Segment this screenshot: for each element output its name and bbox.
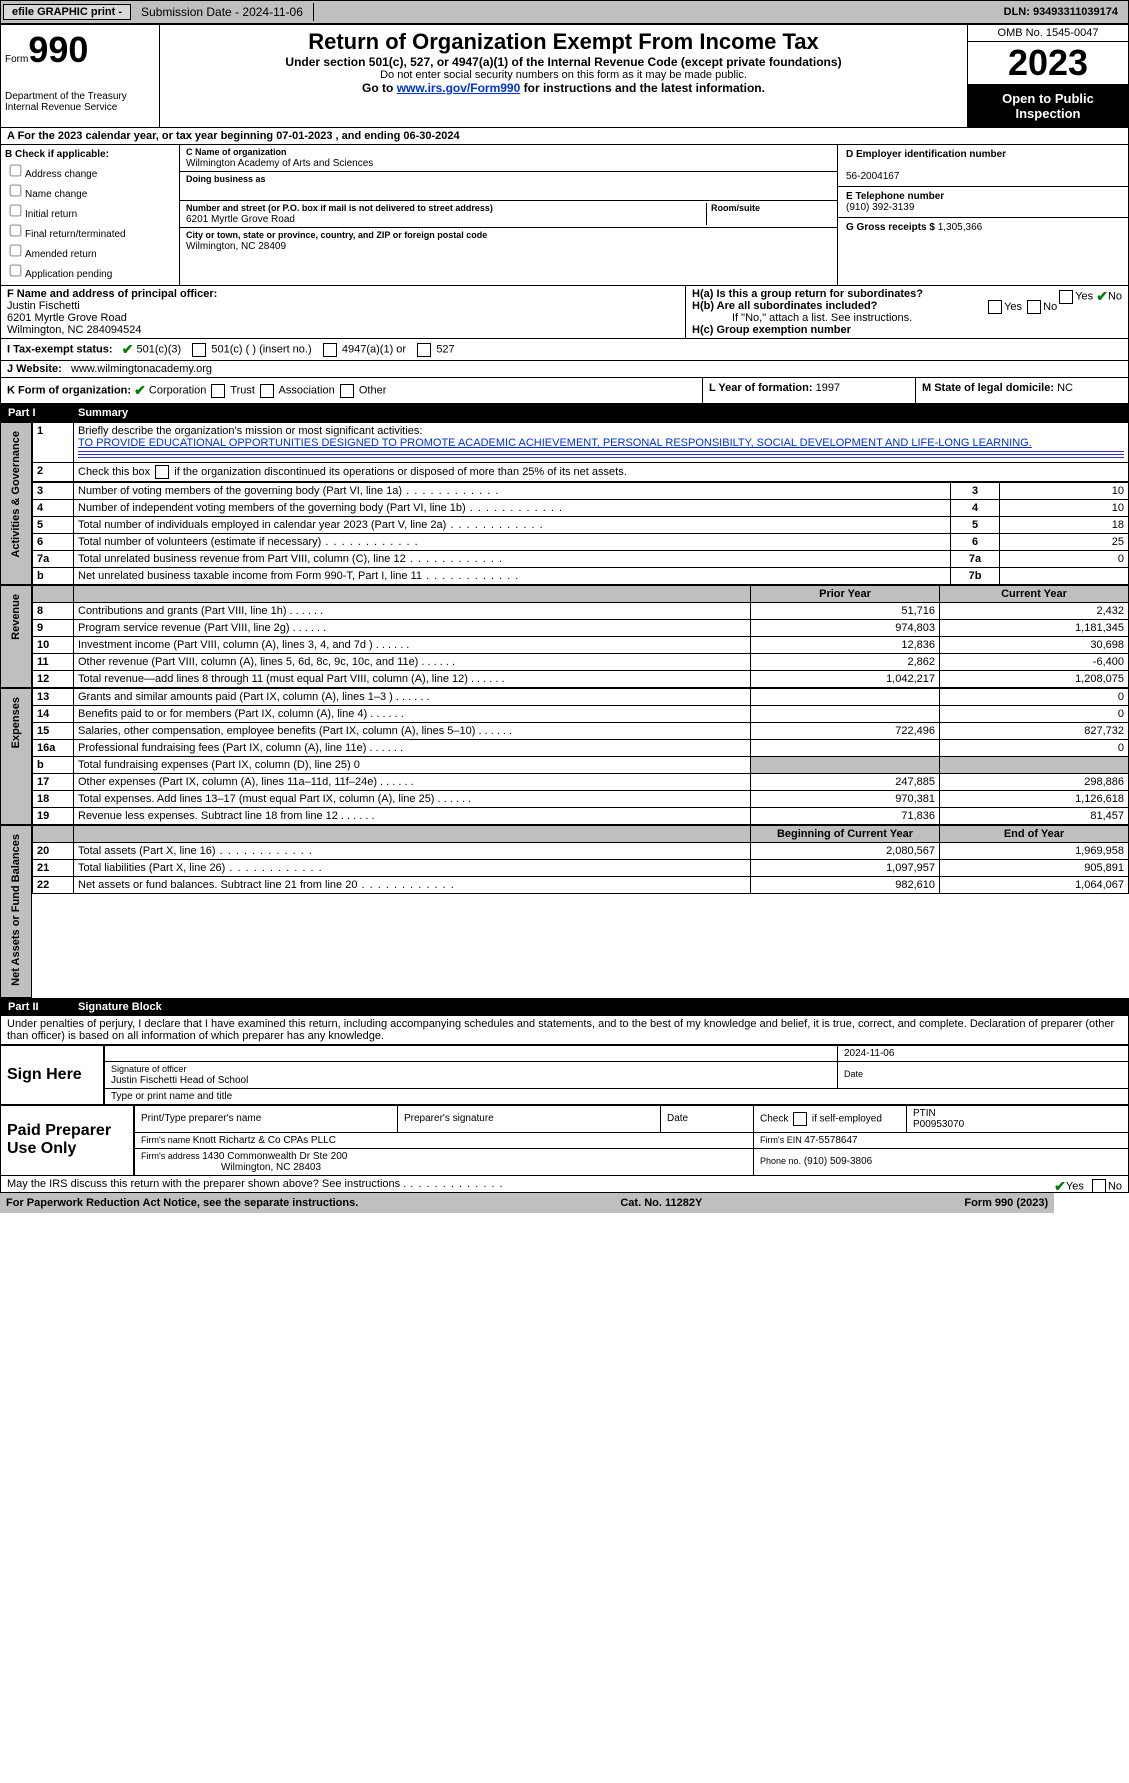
klm-row: K Form of organization: ✔ Corporation Tr… [0, 378, 1129, 404]
hb-no-checkbox[interactable] [1027, 300, 1041, 314]
form-number: 990 [28, 29, 88, 70]
org-name: Wilmington Academy of Arts and Sciences [186, 158, 373, 169]
ein: 56-2004167 [846, 171, 899, 182]
vlabel-gov: Activities & Governance [0, 422, 32, 585]
irs-link[interactable]: www.irs.gov/Form990 [397, 81, 521, 95]
discuss-no-checkbox[interactable] [1092, 1179, 1106, 1193]
ssn-note: Do not enter social security numbers on … [164, 69, 963, 81]
ptin: P00953070 [913, 1119, 964, 1130]
expense-table: 13Grants and similar amounts paid (Part … [32, 688, 1129, 825]
4947-checkbox[interactable] [323, 343, 337, 357]
dept-text: Department of the Treasury Internal Reve… [5, 91, 155, 113]
tax-year: 2023 [968, 42, 1128, 85]
efile-print-button[interactable]: efile GRAPHIC print - [3, 4, 131, 20]
box-c: C Name of organizationWilmington Academy… [180, 145, 838, 285]
ein-label: D Employer identification number [846, 149, 1006, 160]
goto-note: Go to www.irs.gov/Form990 for instructio… [164, 81, 963, 95]
gov-lines: 3Number of voting members of the governi… [32, 482, 1129, 585]
part2-bar: Part IISignature Block [0, 998, 1129, 1016]
footer: For Paperwork Reduction Act Notice, see … [0, 1193, 1054, 1213]
officer-row: F Name and address of principal officer:… [0, 286, 1129, 339]
submission-date: Submission Date - 2024-11-06 [131, 3, 314, 21]
period-line: A For the 2023 calendar year, or tax yea… [0, 128, 1129, 145]
dln: DLN: 93493311039174 [994, 4, 1128, 20]
revenue-table: Prior Year Current Year 8Contributions a… [32, 585, 1129, 688]
hb-yes-checkbox[interactable] [988, 300, 1002, 314]
box-b-checks: B Check if applicable: Address change Na… [1, 145, 180, 285]
paid-prep-label: Paid Preparer Use Only [1, 1105, 135, 1175]
officer-sig-name: Justin Fischetti Head of School [111, 1075, 248, 1086]
netassets-table: Beginning of Current Year End of Year 20… [32, 825, 1129, 894]
tax-status-row: I Tax-exempt status: ✔ 501(c)(3) 501(c) … [0, 339, 1129, 361]
street: 6201 Myrtle Grove Road [186, 214, 295, 225]
open-inspection: Open to Public Inspection [968, 85, 1128, 127]
omb-number: OMB No. 1545-0047 [968, 25, 1128, 42]
discuss-yes-checked: ✔ [1054, 1178, 1066, 1194]
sign-date: 2024-11-06 [838, 1045, 1129, 1061]
other-checkbox[interactable] [340, 384, 354, 398]
officer-name: Justin Fischetti [7, 300, 80, 312]
cb-amended[interactable]: Amended return [5, 241, 175, 260]
cb-initial-return[interactable]: Initial return [5, 201, 175, 220]
discuss-row: May the IRS discuss this return with the… [0, 1176, 1129, 1193]
sign-here-block: Sign Here 2024-11-06 Signature of office… [0, 1045, 1129, 1105]
form-title: Return of Organization Exempt From Incom… [164, 29, 963, 55]
cb-name-change[interactable]: Name change [5, 181, 175, 200]
city: Wilmington, NC 28409 [186, 241, 286, 252]
website-row: J Website: www.wilmingtonacademy.org [0, 361, 1129, 378]
vlabel-rev: Revenue [0, 585, 32, 688]
firm-ein: 47-5578647 [804, 1135, 857, 1146]
527-checkbox[interactable] [417, 343, 431, 357]
cb-app-pending[interactable]: Application pending [5, 261, 175, 280]
phone: (910) 392-3139 [846, 202, 914, 213]
self-emp-checkbox[interactable] [793, 1112, 807, 1126]
mission-text: TO PROVIDE EDUCATIONAL OPPORTUNITIES DES… [78, 437, 1032, 449]
firm-name: Knott Richartz & Co CPAs PLLC [193, 1135, 336, 1146]
trust-checkbox[interactable] [211, 384, 225, 398]
501c3-checked: ✔ [122, 341, 134, 357]
vlabel-net: Net Assets or Fund Balances [0, 825, 32, 998]
vlabel-exp: Expenses [0, 688, 32, 825]
firm-addr: 1430 Commonwealth Dr Ste 200 [202, 1151, 347, 1162]
ha-yes-checkbox[interactable] [1059, 290, 1073, 304]
sign-here-label: Sign Here [1, 1045, 105, 1104]
form-subtitle: Under section 501(c), 527, or 4947(a)(1)… [164, 55, 963, 69]
gov-table: 1 Briefly describe the organization's mi… [32, 422, 1129, 482]
top-toolbar: efile GRAPHIC print - Submission Date - … [0, 0, 1129, 24]
cb-address-change[interactable]: Address change [5, 161, 175, 180]
id-block: B Check if applicable: Address change Na… [0, 145, 1129, 286]
cb-final-return[interactable]: Final return/terminated [5, 221, 175, 240]
assoc-checkbox[interactable] [260, 384, 274, 398]
gross-receipts: 1,305,366 [938, 222, 983, 233]
501c-checkbox[interactable] [192, 343, 206, 357]
discontinued-checkbox[interactable] [155, 465, 169, 479]
ha-no-checked: ✔ [1096, 288, 1108, 304]
perjury-text: Under penalties of perjury, I declare th… [0, 1016, 1129, 1045]
paid-preparer-block: Paid Preparer Use Only Print/Type prepar… [0, 1105, 1129, 1176]
part1-bar: Part ISummary [0, 404, 1129, 422]
form-label: Form [5, 54, 28, 65]
form-header: Form990 Department of the Treasury Inter… [0, 24, 1129, 128]
right-id-col: D Employer identification number 56-20041… [838, 145, 1128, 285]
firm-phone: (910) 509-3806 [804, 1156, 872, 1167]
website: www.wilmingtonacademy.org [71, 363, 212, 375]
